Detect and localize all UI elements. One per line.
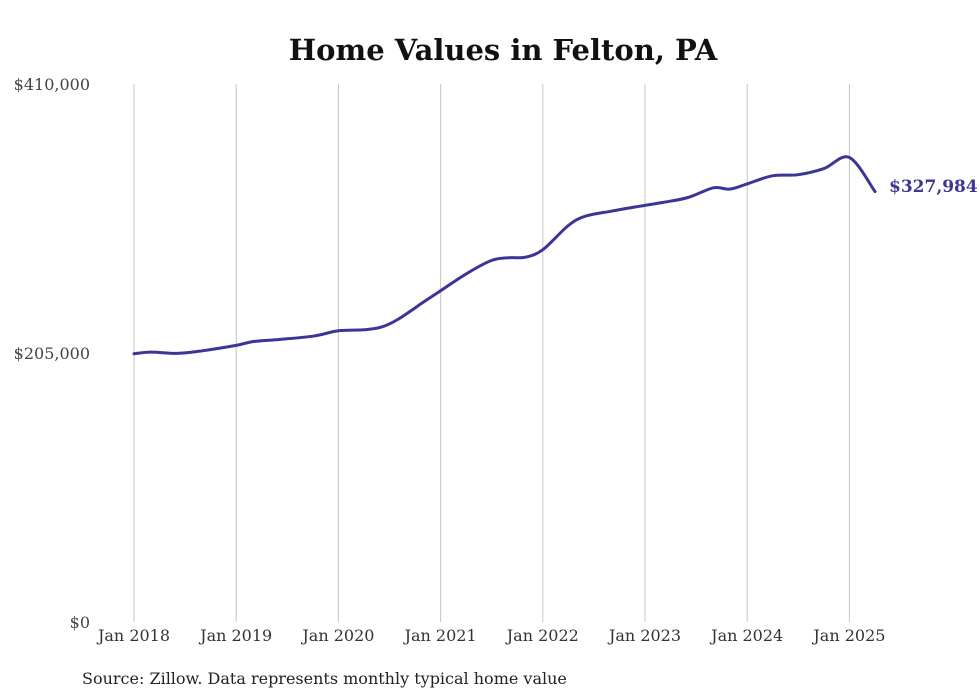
x-tick-label: Jan 2023: [607, 626, 681, 645]
x-axis-ticks: Jan 2018 Jan 2019 Jan 2020 Jan 2021 Jan 2022…: [96, 626, 885, 645]
x-tick-label: Jan 2022: [505, 626, 579, 645]
x-tick-label: Jan 2024: [709, 626, 783, 645]
y-axis-ticks: $0 $205,000 $410,000: [14, 75, 90, 632]
x-tick-label: Jan 2021: [403, 626, 477, 645]
y-tick-label: $205,000: [14, 344, 90, 363]
x-tick-label: Jan 2019: [198, 626, 272, 645]
latest-value-label: $327,984: [889, 177, 978, 197]
y-tick-label: $0: [70, 613, 90, 632]
x-tick-label: Jan 2020: [300, 626, 374, 645]
x-tick-label: Jan 2018: [96, 626, 170, 645]
home-value-line: [132, 155, 877, 356]
chart-title: Home Values in Felton, PA: [289, 33, 718, 67]
x-tick-label: Jan 2025: [811, 626, 885, 645]
y-tick-label: $410,000: [14, 75, 90, 94]
x-gridlines: [133, 84, 850, 622]
source-note: Source: Zillow. Data represents monthly …: [82, 669, 567, 688]
